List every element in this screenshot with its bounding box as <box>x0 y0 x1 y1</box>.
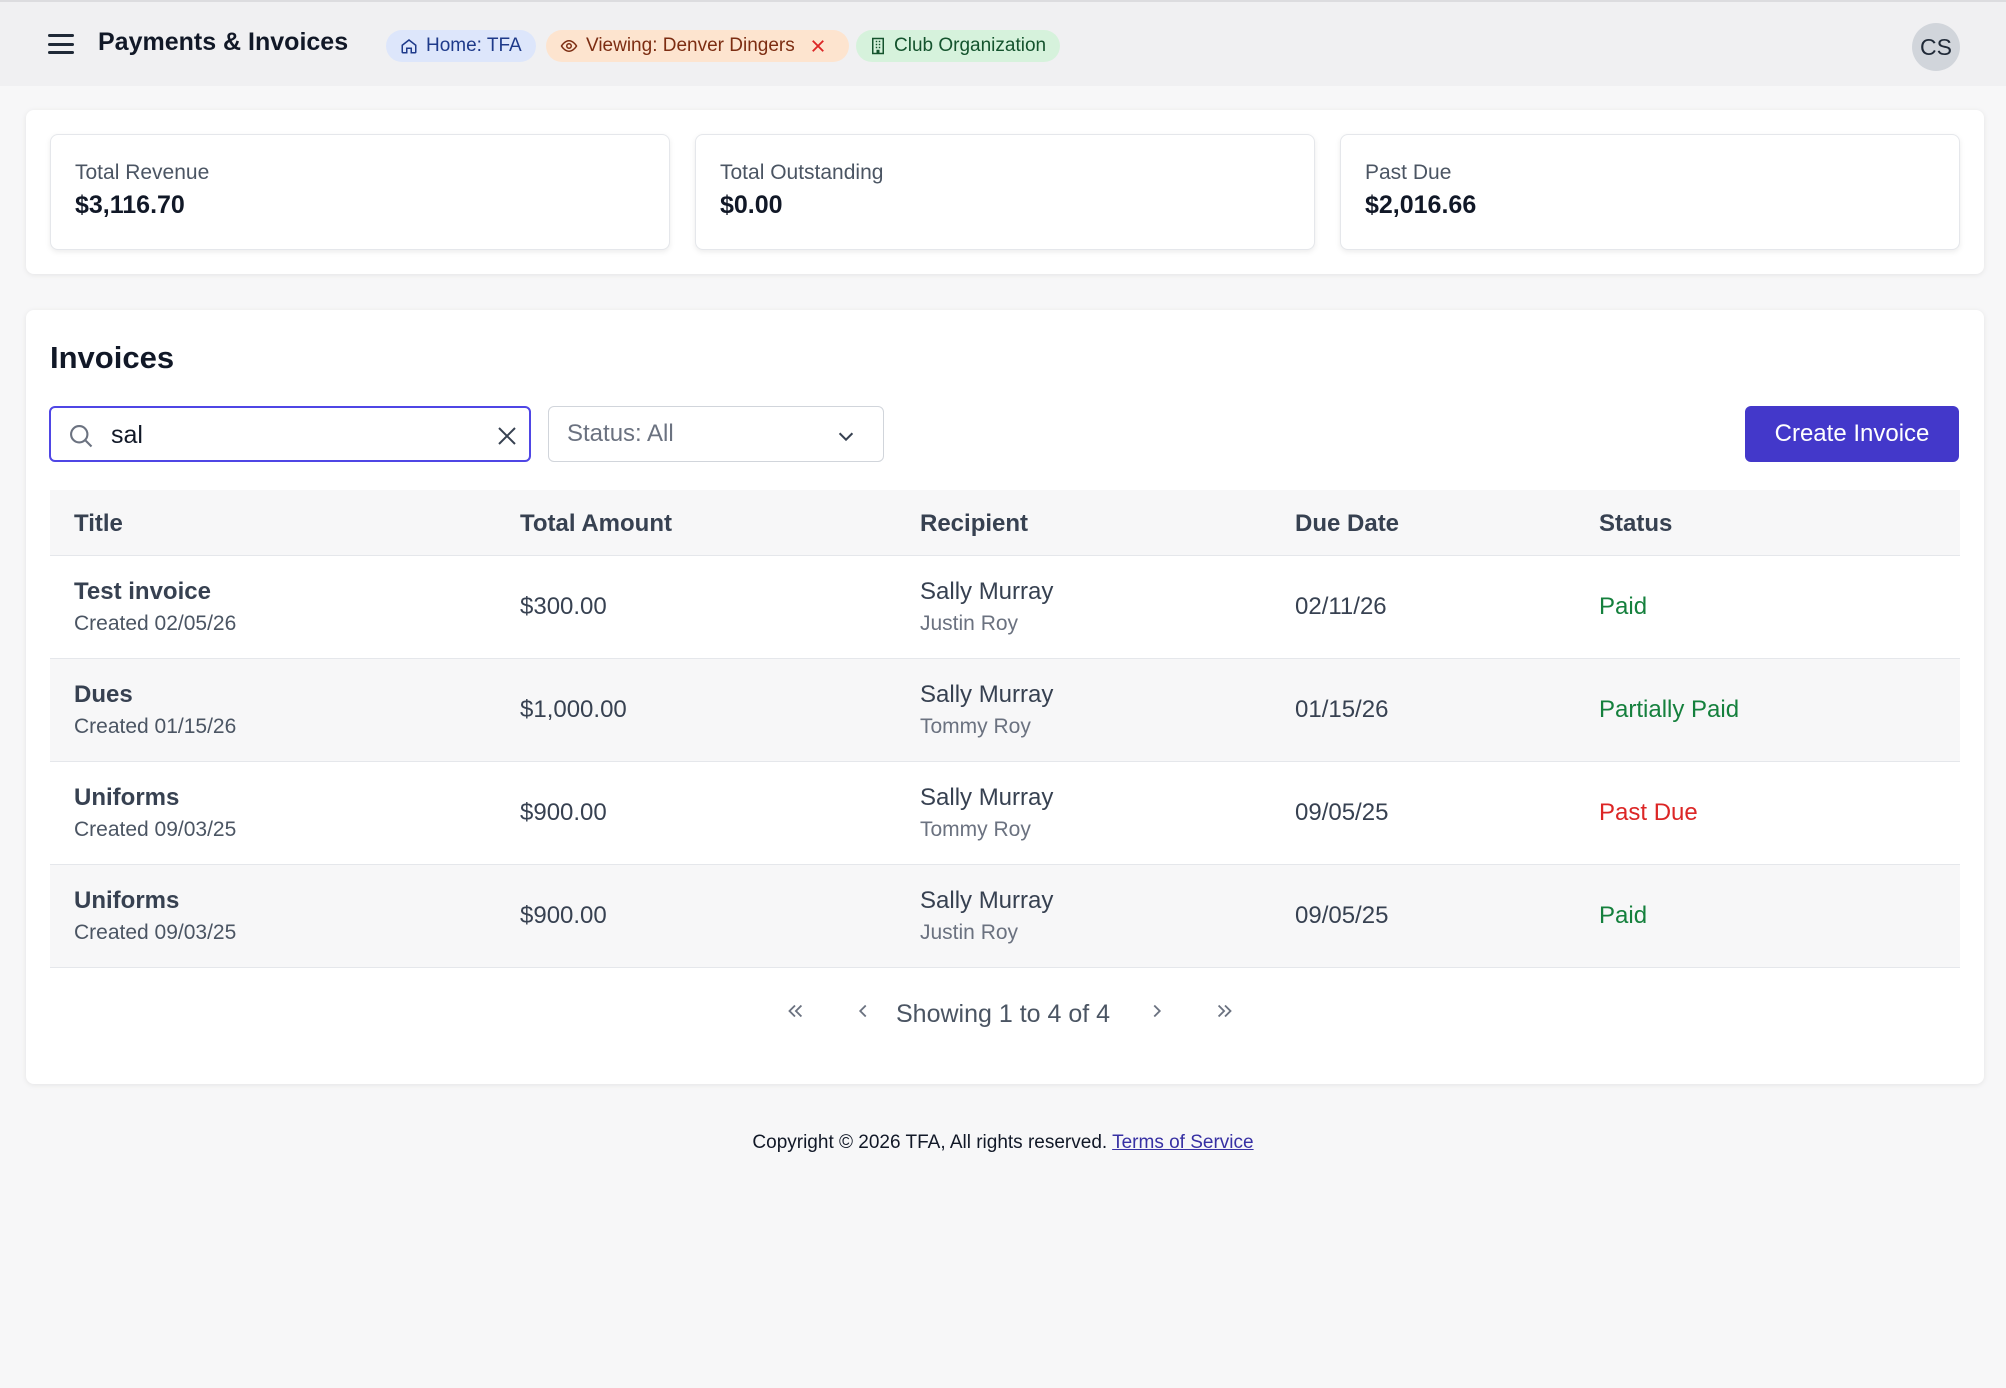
table-row[interactable]: Uniforms Created 09/03/25 $900.00 Sally … <box>50 865 1960 968</box>
invoice-created: Created 09/03/25 <box>74 921 237 944</box>
search-box[interactable] <box>49 406 531 462</box>
top-bar: Payments & Invoices Home: TFA Viewing: D… <box>0 0 2006 86</box>
invoice-due-date: 01/15/26 <box>1295 696 1389 723</box>
invoice-created: Created 01/15/26 <box>74 715 237 738</box>
chevron-left-icon[interactable] <box>852 1000 874 1027</box>
invoice-title: Uniforms <box>74 784 180 811</box>
eye-icon <box>560 39 578 53</box>
stats-panel: Total Revenue $3,116.70 Total Outstandin… <box>26 110 1984 274</box>
avatar[interactable]: CS <box>1912 23 1960 71</box>
stat-total-revenue: Total Revenue $3,116.70 <box>50 134 670 250</box>
terms-of-service-link[interactable]: Terms of Service <box>1112 1132 1254 1153</box>
invoice-recipient: Sally Murray <box>920 784 1054 811</box>
stat-total-outstanding: Total Outstanding $0.00 <box>695 134 1315 250</box>
home-chip[interactable]: Home: TFA <box>386 30 536 62</box>
invoice-created: Created 09/03/25 <box>74 818 237 841</box>
stat-label: Past Due <box>1365 161 1452 184</box>
menu-icon[interactable] <box>48 34 74 54</box>
pagination-text: Showing 1 to 4 of 4 <box>896 1000 1111 1028</box>
club-chip[interactable]: Club Organization <box>856 30 1061 62</box>
table-row[interactable]: Test invoice Created 02/05/26 $300.00 Sa… <box>50 556 1960 659</box>
invoice-status: Paid <box>1599 593 1648 620</box>
invoice-title: Uniforms <box>74 887 180 914</box>
table-row[interactable]: Uniforms Created 09/03/25 $900.00 Sally … <box>50 762 1960 865</box>
chevron-down-icon <box>838 432 854 442</box>
close-icon[interactable] <box>809 37 835 55</box>
invoice-status: Paid <box>1599 902 1648 929</box>
invoice-due-date: 02/11/26 <box>1295 593 1387 620</box>
invoice-status: Past Due <box>1599 799 1698 826</box>
column-header-status[interactable]: Status <box>1599 510 1673 537</box>
pagination: Showing 1 to 4 of 4 <box>26 996 1984 1036</box>
column-header-due-date[interactable]: Due Date <box>1295 510 1400 537</box>
invoice-amount: $900.00 <box>520 799 607 826</box>
status-filter-select[interactable]: Status: All <box>548 406 884 462</box>
column-header-title[interactable]: Title <box>74 510 123 537</box>
invoice-recipient-sub: Justin Roy <box>920 612 1019 635</box>
invoice-title: Dues <box>74 681 133 708</box>
home-chip-label: Home: TFA <box>426 35 522 56</box>
invoice-due-date: 09/05/25 <box>1295 799 1389 826</box>
invoice-recipient: Sally Murray <box>920 887 1054 914</box>
page-title: Payments & Invoices <box>98 28 349 56</box>
invoice-amount: $1,000.00 <box>520 696 627 723</box>
invoices-heading: Invoices <box>50 340 175 375</box>
chevrons-left-icon[interactable] <box>784 1000 806 1027</box>
invoice-amount: $300.00 <box>520 593 607 620</box>
invoice-amount: $900.00 <box>520 902 607 929</box>
status-filter-value: Status: All <box>567 420 674 447</box>
invoice-recipient: Sally Murray <box>920 681 1054 708</box>
viewing-chip-label: Viewing: Denver Dingers <box>586 35 795 56</box>
stat-value: $3,116.70 <box>75 191 185 219</box>
footer: Copyright © 2026 TFA, All rights reserve… <box>0 1132 2006 1154</box>
stat-value: $0.00 <box>720 191 783 219</box>
column-header-amount[interactable]: Total Amount <box>520 510 672 537</box>
invoice-recipient-sub: Justin Roy <box>920 921 1019 944</box>
invoice-recipient-sub: Tommy Roy <box>920 818 1031 841</box>
invoice-recipient: Sally Murray <box>920 578 1054 605</box>
invoice-due-date: 09/05/25 <box>1295 902 1389 929</box>
create-invoice-button[interactable]: Create Invoice <box>1745 406 1959 462</box>
stat-label: Total Outstanding <box>720 161 884 184</box>
search-input[interactable] <box>111 418 471 452</box>
invoice-title: Test invoice <box>74 578 211 605</box>
invoices-card: Invoices Status: All Create Invoice Titl… <box>26 310 1984 1084</box>
chevron-right-icon[interactable] <box>1146 1000 1168 1027</box>
invoice-status: Partially Paid <box>1599 696 1740 723</box>
stat-label: Total Revenue <box>75 161 210 184</box>
club-chip-label: Club Organization <box>894 35 1047 56</box>
copyright-text: Copyright © 2026 TFA, All rights reserve… <box>752 1132 1108 1153</box>
stat-past-due: Past Due $2,016.66 <box>1340 134 1960 250</box>
viewing-chip[interactable]: Viewing: Denver Dingers <box>546 30 849 62</box>
home-icon <box>401 39 417 54</box>
building-icon <box>872 37 884 55</box>
stat-value: $2,016.66 <box>1365 191 1477 219</box>
search-icon <box>70 425 93 448</box>
invoice-created: Created 02/05/26 <box>74 612 237 635</box>
table-row[interactable]: Dues Created 01/15/26 $1,000.00 Sally Mu… <box>50 659 1960 762</box>
chevrons-right-icon[interactable] <box>1214 1000 1236 1027</box>
invoice-recipient-sub: Tommy Roy <box>920 715 1031 738</box>
invoices-table: Title Total Amount Recipient Due Date St… <box>50 490 1960 968</box>
table-header: Title Total Amount Recipient Due Date St… <box>50 490 1960 556</box>
column-header-recipient[interactable]: Recipient <box>920 510 1029 537</box>
clear-search-icon[interactable] <box>495 424 519 453</box>
